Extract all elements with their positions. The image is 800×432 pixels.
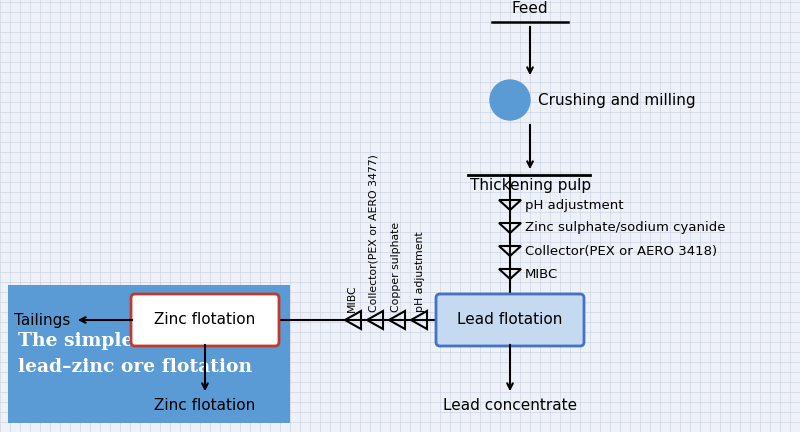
Text: Zinc flotation: Zinc flotation [154,312,256,327]
Text: Feed: Feed [512,1,548,16]
Text: Thickening pulp: Thickening pulp [470,178,591,193]
Text: MIBC: MIBC [347,284,357,312]
Text: Collector(PEX or AERO 3477): Collector(PEX or AERO 3477) [369,154,379,312]
FancyBboxPatch shape [131,294,279,346]
Text: MIBC: MIBC [525,267,558,280]
Circle shape [490,80,530,120]
FancyBboxPatch shape [436,294,584,346]
Text: Copper sulphate: Copper sulphate [391,222,401,312]
Text: Zinc sulphate/sodium cyanide: Zinc sulphate/sodium cyanide [525,222,726,235]
Text: Tailings: Tailings [14,312,70,327]
Text: pH adjustment: pH adjustment [525,198,623,212]
Text: Lead flotation: Lead flotation [458,312,562,327]
Text: Lead concentrate: Lead concentrate [443,398,577,413]
Text: Crushing and milling: Crushing and milling [538,92,696,108]
Text: The simple flowsheet of
lead–zinc ore flotation: The simple flowsheet of lead–zinc ore fl… [18,333,267,375]
Text: Zinc flotation: Zinc flotation [154,398,256,413]
Text: Collector(PEX or AERO 3418): Collector(PEX or AERO 3418) [525,245,717,257]
FancyBboxPatch shape [8,285,290,423]
Text: pH adjustment: pH adjustment [415,232,425,312]
